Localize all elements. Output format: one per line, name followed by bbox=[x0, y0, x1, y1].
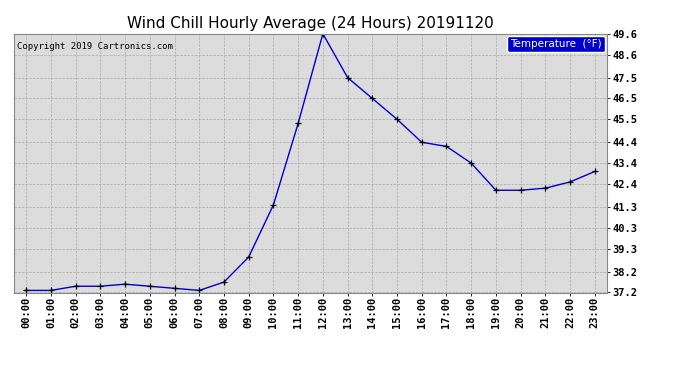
Legend: Temperature  (°F): Temperature (°F) bbox=[507, 36, 605, 52]
Text: Copyright 2019 Cartronics.com: Copyright 2019 Cartronics.com bbox=[17, 42, 172, 51]
Title: Wind Chill Hourly Average (24 Hours) 20191120: Wind Chill Hourly Average (24 Hours) 201… bbox=[127, 16, 494, 31]
